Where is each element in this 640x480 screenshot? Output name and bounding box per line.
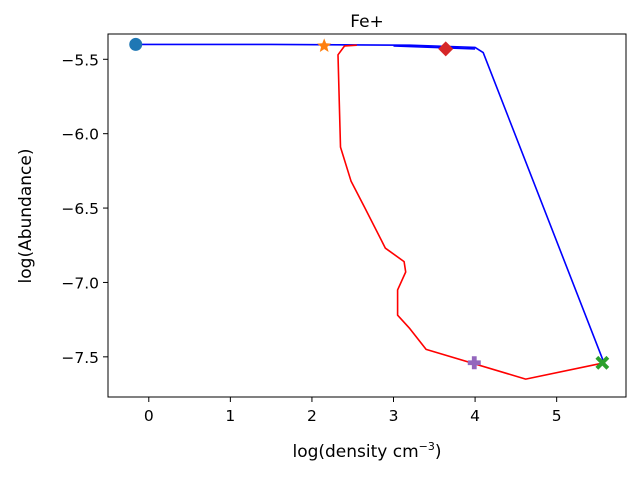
- y-tick-label: −5.5: [61, 51, 99, 69]
- y-axis: −5.5 −6.0 −6.5 −7.0 −7.5: [61, 51, 108, 367]
- y-tick-label: −6.0: [61, 126, 99, 144]
- x-tick-label: 1: [225, 407, 235, 425]
- x-tick-label: 0: [144, 407, 154, 425]
- y-tick-label: −7.5: [61, 349, 99, 367]
- x-axis-label-suffix: ): [435, 442, 442, 462]
- x-axis-label-main: log(density cm: [292, 442, 418, 462]
- x-tick-label: 5: [552, 407, 562, 425]
- series-line-blue-overlap: [393, 45, 476, 50]
- x-tick-label: 3: [389, 407, 399, 425]
- plot-area: [129, 37, 610, 380]
- y-tick-label: −6.5: [61, 200, 99, 218]
- series-line-red-track: [337, 44, 605, 380]
- x-axis-label: log(density cm−3): [292, 440, 441, 462]
- chart-title: Fe+: [350, 12, 384, 32]
- marker-diamond: [438, 41, 454, 57]
- x-tick-label: 2: [307, 407, 317, 425]
- x-axis: 0 1 2 3 4 5: [144, 397, 562, 425]
- plot-frame: [107, 33, 627, 398]
- marker-star: [317, 38, 332, 52]
- marker-plus: [467, 356, 481, 370]
- marker-x-stroke: [595, 355, 610, 370]
- marker-x: [595, 355, 610, 370]
- x-axis-label-exponent: −3: [419, 440, 435, 453]
- y-axis-label: log(Abundance): [16, 149, 36, 284]
- x-tick-label: 4: [470, 407, 480, 425]
- marker-circle: [129, 37, 143, 51]
- y-tick-label: −7.0: [61, 274, 99, 292]
- series-line-blue-track: [136, 43, 605, 364]
